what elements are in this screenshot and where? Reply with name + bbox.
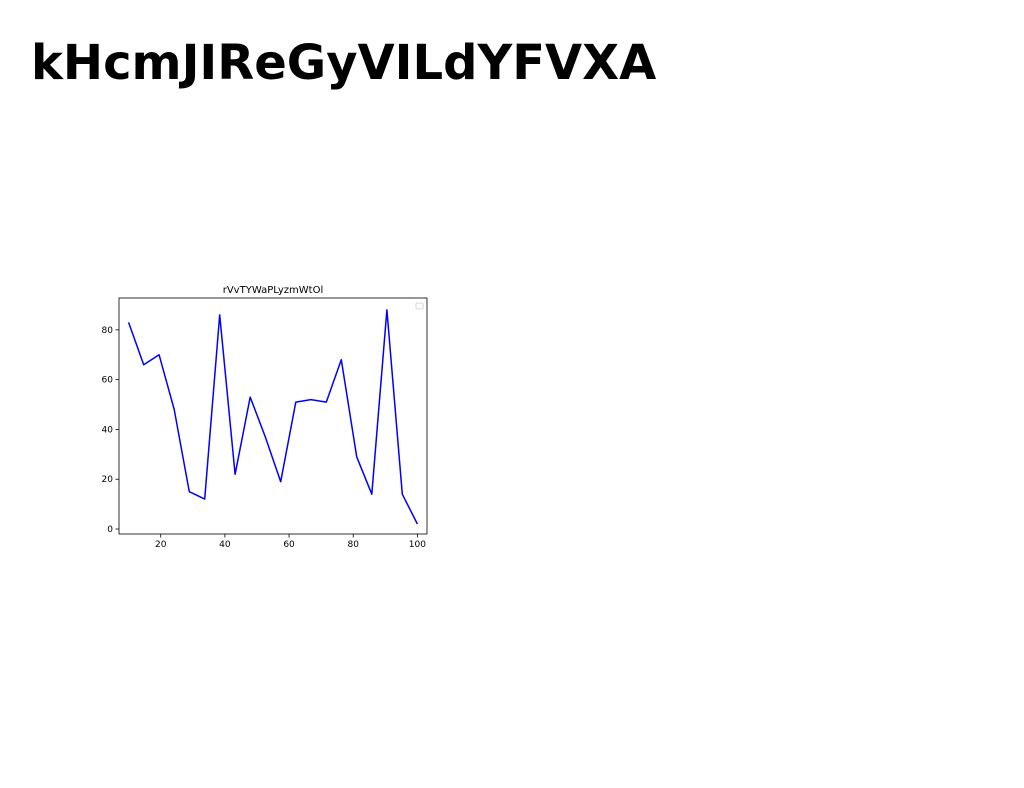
plot-frame <box>118 297 428 535</box>
y-tick-label: 20 <box>102 475 114 485</box>
legend-box <box>415 302 424 310</box>
x-tick-label: 20 <box>155 540 167 550</box>
x-tick-label: 80 <box>347 540 359 550</box>
chart-title: rVvTYWaPLyzmWtOl <box>223 285 324 296</box>
x-tick-label: 100 <box>409 540 426 550</box>
y-tick-label: 0 <box>107 525 113 535</box>
y-tick-label: 80 <box>102 326 114 336</box>
page-title: kHcmJIReGyVILdYFVXA <box>31 35 657 91</box>
x-tick-label: 40 <box>219 540 231 550</box>
series-line <box>127 309 419 525</box>
y-tick-label: 60 <box>102 376 114 386</box>
y-tick-label: 40 <box>102 425 114 435</box>
x-tick-label: 60 <box>283 540 295 550</box>
